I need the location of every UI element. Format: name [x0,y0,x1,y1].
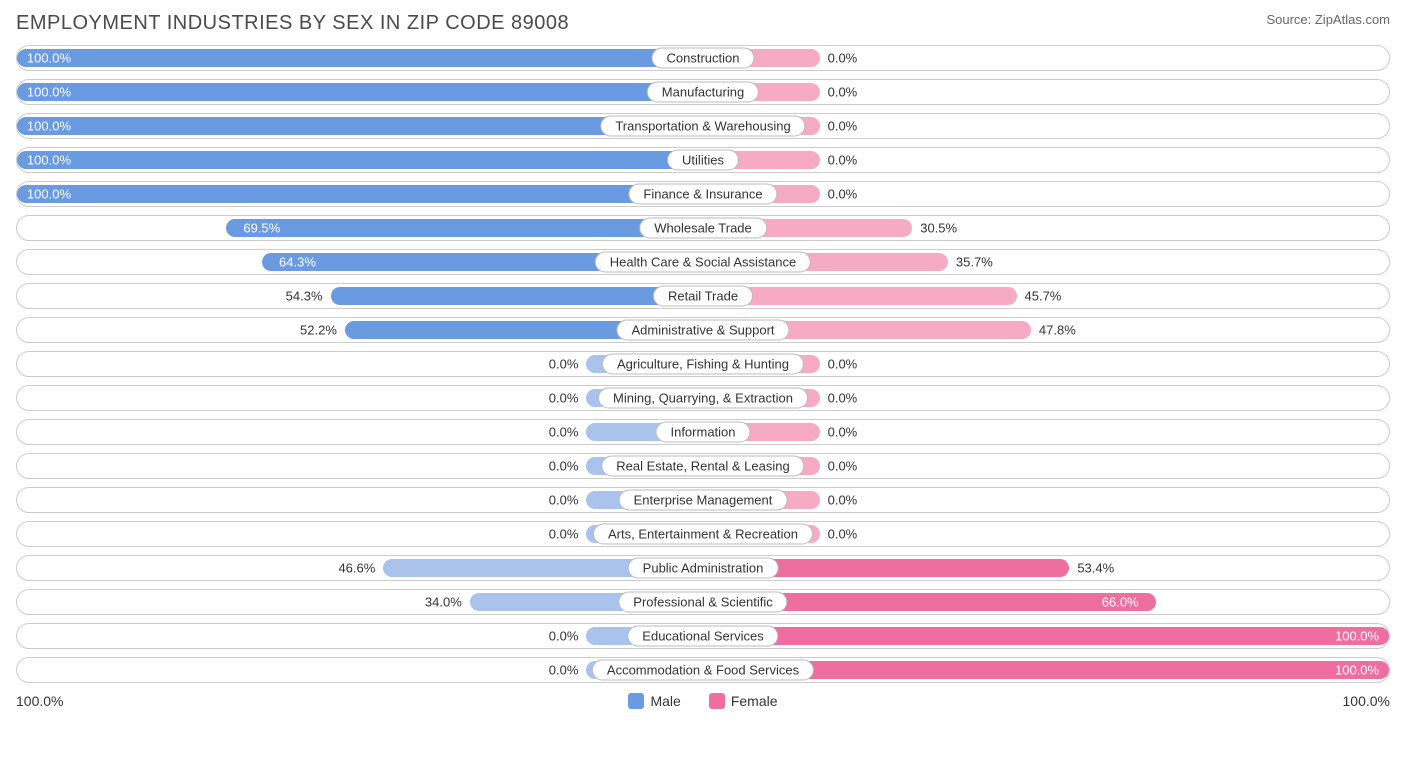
female-value-label: 0.0% [828,527,858,542]
male-value-label: 0.0% [549,663,579,678]
male-value-label: 0.0% [549,357,579,372]
male-value-label: 0.0% [549,459,579,474]
male-bar [17,83,703,101]
female-value-label: 66.0% [1102,595,1139,610]
chart-title: EMPLOYMENT INDUSTRIES BY SEX IN ZIP CODE… [16,12,569,35]
category-label: Arts, Entertainment & Recreation [593,524,813,545]
male-value-label: 100.0% [27,51,71,66]
male-value-label: 54.3% [286,289,323,304]
chart-source: Source: ZipAtlas.com [1266,12,1390,27]
female-value-label: 0.0% [828,459,858,474]
chart-row: 46.6% 53.4% Public Administration [16,555,1390,581]
category-label: Manufacturing [647,82,759,103]
chart-row: 69.5% 30.5% Wholesale Trade [16,215,1390,241]
category-label: Accommodation & Food Services [592,660,814,681]
female-value-label: 0.0% [828,357,858,372]
axis-right-label: 100.0% [1343,693,1390,709]
female-value-label: 0.0% [828,425,858,440]
category-label: Utilities [667,150,739,171]
chart-header: EMPLOYMENT INDUSTRIES BY SEX IN ZIP CODE… [16,12,1390,35]
female-bar [703,627,1389,645]
category-label: Wholesale Trade [639,218,767,239]
chart-row: 0.0% 0.0% Mining, Quarrying, & Extraction [16,385,1390,411]
male-bar [331,287,703,305]
diverging-bar-chart: 100.0% 0.0% Construction 100.0% 0.0% Manufact… [16,45,1390,683]
chart-row: 100.0% 0.0% Construction [16,45,1390,71]
male-bar [226,219,703,237]
male-value-label: 100.0% [27,187,71,202]
category-label: Public Administration [628,558,779,579]
female-value-label: 0.0% [828,493,858,508]
category-label: Educational Services [627,626,778,647]
category-label: Mining, Quarrying, & Extraction [598,388,808,409]
category-label: Information [655,422,750,443]
category-label: Real Estate, Rental & Leasing [601,456,804,477]
male-value-label: 0.0% [549,493,579,508]
legend-item-male: Male [628,693,680,709]
male-value-label: 69.5% [243,221,280,236]
category-label: Health Care & Social Assistance [595,252,811,273]
male-value-label: 64.3% [279,255,316,270]
category-label: Administrative & Support [616,320,789,341]
legend-swatch-male [628,693,644,709]
female-value-label: 0.0% [828,51,858,66]
category-label: Transportation & Warehousing [600,116,805,137]
male-value-label: 34.0% [425,595,462,610]
female-value-label: 100.0% [1335,663,1379,678]
chart-row: 100.0% 0.0% Manufacturing [16,79,1390,105]
chart-row: 0.0% 100.0% Educational Services [16,623,1390,649]
female-value-label: 0.0% [828,85,858,100]
male-value-label: 0.0% [549,425,579,440]
female-value-label: 47.8% [1039,323,1076,338]
legend: Male Female [628,693,777,709]
chart-row: 0.0% 0.0% Agriculture, Fishing & Hunting [16,351,1390,377]
chart-row: 100.0% 0.0% Transportation & Warehousing [16,113,1390,139]
category-label: Enterprise Management [619,490,788,511]
male-bar [17,185,703,203]
female-value-label: 30.5% [920,221,957,236]
chart-row: 100.0% 0.0% Utilities [16,147,1390,173]
chart-row: 64.3% 35.7% Health Care & Social Assistanc… [16,249,1390,275]
category-label: Retail Trade [653,286,753,307]
male-value-label: 0.0% [549,527,579,542]
legend-swatch-female [709,693,725,709]
female-value-label: 0.0% [828,153,858,168]
chart-row: 0.0% 0.0% Enterprise Management [16,487,1390,513]
male-value-label: 46.6% [338,561,375,576]
female-value-label: 0.0% [828,119,858,134]
male-value-label: 0.0% [549,391,579,406]
legend-item-female: Female [709,693,778,709]
female-value-label: 53.4% [1077,561,1114,576]
category-label: Professional & Scientific [618,592,787,613]
male-bar [17,151,703,169]
male-value-label: 100.0% [27,153,71,168]
chart-row: 54.3% 45.7% Retail Trade [16,283,1390,309]
category-label: Agriculture, Fishing & Hunting [602,354,804,375]
chart-row: 0.0% 0.0% Information [16,419,1390,445]
male-bar [17,49,703,67]
female-value-label: 35.7% [956,255,993,270]
category-label: Finance & Insurance [628,184,777,205]
male-value-label: 0.0% [549,629,579,644]
male-value-label: 52.2% [300,323,337,338]
chart-row: 100.0% 0.0% Finance & Insurance [16,181,1390,207]
female-value-label: 45.7% [1025,289,1062,304]
chart-row: 0.0% 0.0% Arts, Entertainment & Recreation [16,521,1390,547]
male-value-label: 100.0% [27,85,71,100]
male-value-label: 100.0% [27,119,71,134]
female-value-label: 0.0% [828,187,858,202]
chart-row: 52.2% 47.8% Administrative & Support [16,317,1390,343]
chart-footer: 100.0% Male Female 100.0% [16,693,1390,709]
category-label: Construction [652,48,755,69]
chart-row: 0.0% 0.0% Real Estate, Rental & Leasing [16,453,1390,479]
female-value-label: 100.0% [1335,629,1379,644]
legend-label-female: Female [731,693,778,709]
chart-row: 0.0% 100.0% Accommodation & Food Services [16,657,1390,683]
legend-label-male: Male [650,693,680,709]
female-value-label: 0.0% [828,391,858,406]
axis-left-label: 100.0% [16,693,63,709]
chart-row: 34.0% 66.0% Professional & Scientific [16,589,1390,615]
